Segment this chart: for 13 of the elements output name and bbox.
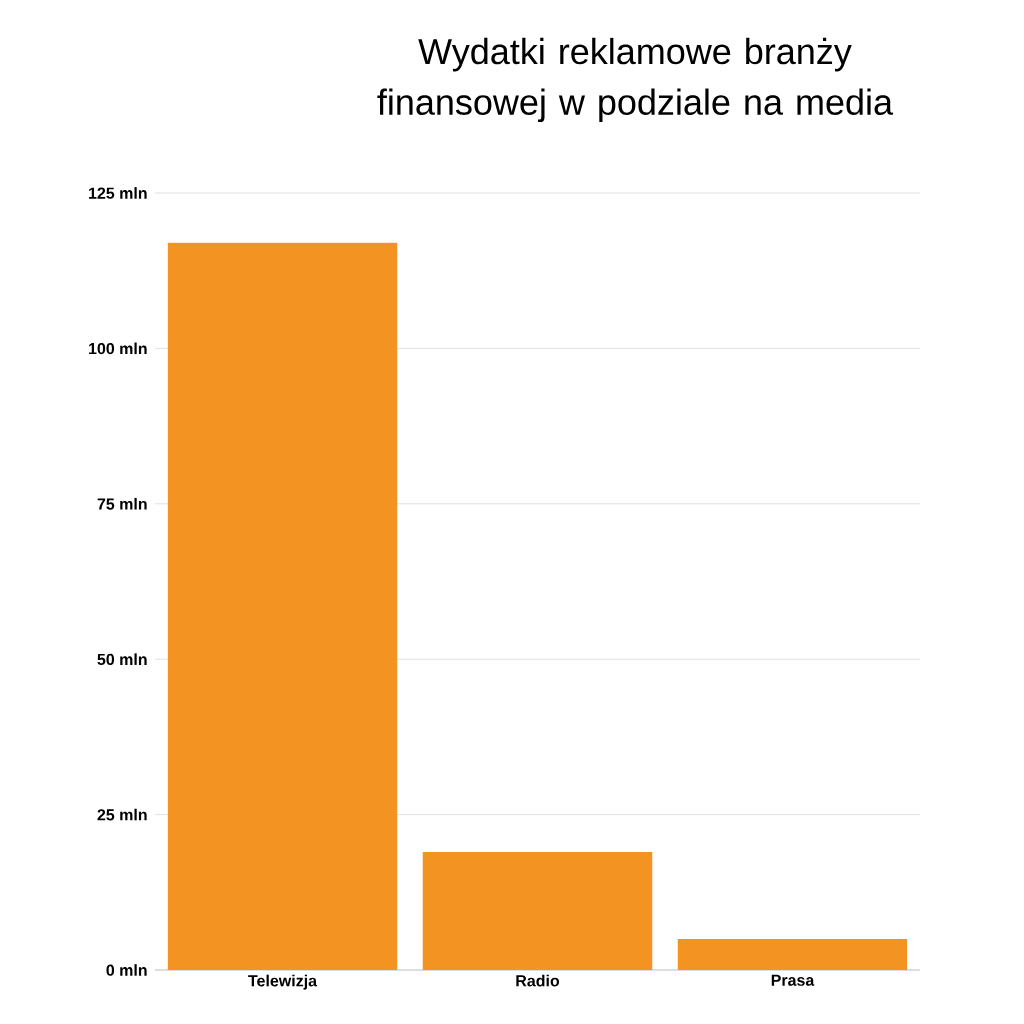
- bar: [677, 938, 908, 970]
- y-tick-label: 125 mln: [89, 187, 147, 199]
- bar: [167, 242, 398, 970]
- y-tick-label: 50 mln: [97, 653, 147, 666]
- y-tick-label: 100 mln: [89, 342, 147, 355]
- bar: [422, 851, 653, 970]
- chart-title: Wydatki reklamowe branży finansowej w podziale na media: [377, 37, 894, 123]
- x-tick-label: Prasa: [771, 974, 815, 986]
- x-tick-label: Radio: [516, 974, 560, 987]
- x-tick-label: Telewizja: [248, 974, 318, 990]
- y-tick-label: 0 mln: [106, 964, 147, 976]
- y-tick-label: 75 mln: [97, 497, 147, 510]
- y-tick-label: 25 mln: [97, 808, 147, 821]
